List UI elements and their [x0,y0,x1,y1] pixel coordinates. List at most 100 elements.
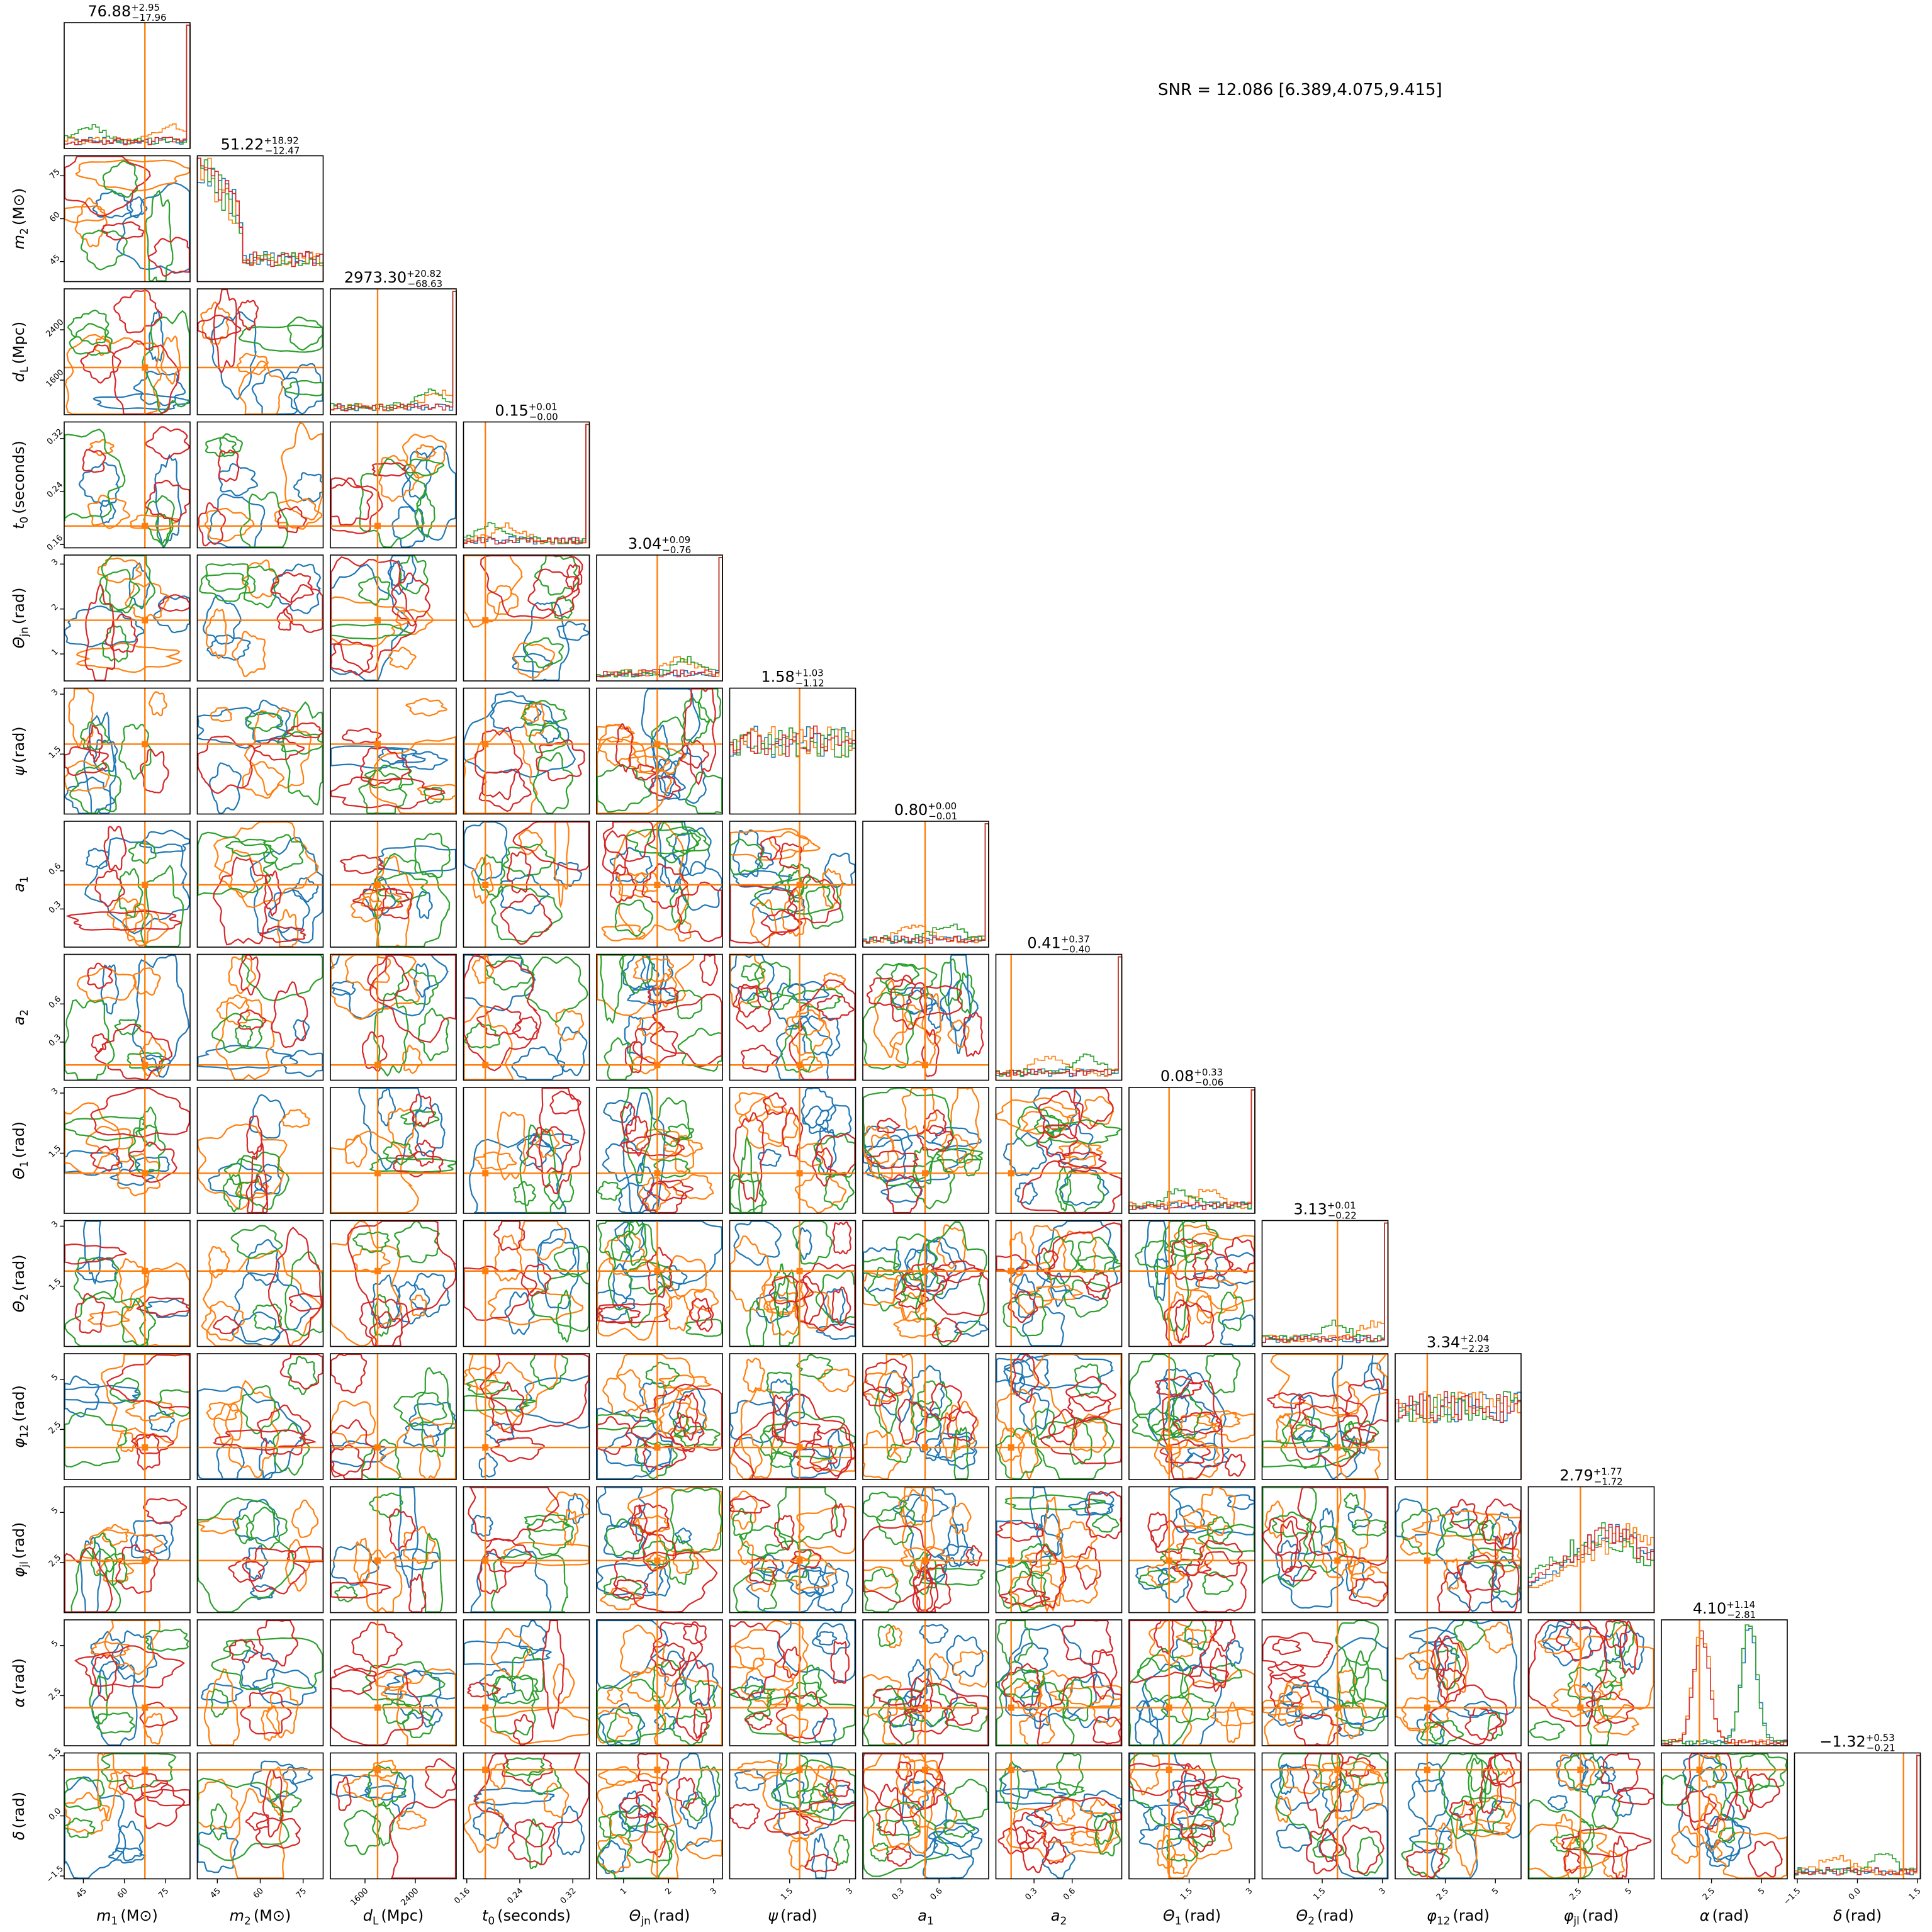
contour-line [613,1551,718,1613]
contour-line [242,559,278,599]
contour-line [111,340,180,415]
contour-line [1706,1813,1744,1863]
contour-line [862,1386,897,1407]
posterior-title: 0.08+0.33 −0.06 [1160,1067,1223,1088]
contour-line [493,1674,540,1705]
contour-line [206,634,251,661]
contour-line [1042,1839,1076,1879]
contour-line [1435,1647,1463,1691]
contour-line [69,762,122,814]
contour-line [877,1118,901,1133]
contour-line [359,1298,411,1347]
contour-line [330,477,374,526]
contour-line [996,1254,1030,1274]
contour-line [670,1487,723,1554]
contour-line [1436,1668,1466,1704]
contour-line [64,1116,148,1142]
contour-line [1063,1279,1109,1318]
contour-line [116,1153,161,1197]
panel-frame [330,1619,457,1746]
panel-frame [64,554,191,682]
contour-line [812,1765,838,1801]
contour-line [744,1712,773,1731]
contour-line [393,1150,445,1177]
contour-line [1696,1802,1726,1851]
contour-line [740,1657,794,1709]
contour-line [1138,1824,1182,1850]
contour-line [653,1158,691,1179]
contour-line [1319,1828,1338,1863]
contour-line [477,854,506,897]
histogram-series [1395,1391,1522,1480]
contour-line [615,722,633,773]
contour-line [729,1400,789,1444]
contour-line [1478,1519,1495,1542]
panel-frame [463,821,590,948]
contour-line [219,433,243,458]
contour-line [685,1837,723,1860]
panel-frame [862,1353,989,1480]
panel-frame [995,1220,1123,1347]
contour-line [92,1654,118,1702]
contour-line [950,1087,980,1164]
contour-line [781,1106,804,1158]
contour-line [1070,1830,1101,1846]
contour-line [284,1251,323,1337]
contour-line [286,722,323,739]
contour-line [1181,1669,1255,1746]
contour-line [217,449,240,483]
contour-line [1331,1381,1360,1418]
contour-line [1556,1619,1607,1662]
contour-line [199,563,256,602]
contour-line [754,961,791,1003]
contour-line [651,716,685,756]
contour-line [1483,1621,1514,1654]
contour-line [1340,1427,1378,1446]
contour-line [896,1753,916,1799]
contour-line [624,1041,643,1074]
contour-line [87,725,103,763]
contour-line [1019,1711,1055,1746]
contour-line [1357,1764,1384,1812]
contour-line [940,1412,959,1459]
contour-line [780,1025,816,1073]
contour-line [1612,1835,1629,1879]
contour-line [1022,1306,1065,1347]
truth-marker [482,1444,489,1451]
contour-line [645,1361,681,1388]
contour-line [103,826,127,871]
contour-line [256,1619,299,1667]
contour-line [683,688,717,786]
contour-line [614,1220,723,1284]
contour-line [1617,1787,1654,1806]
contour-line [485,1537,532,1573]
contour-line [128,1141,178,1183]
contour-line [823,972,846,990]
contour-line [665,1295,693,1332]
contour-line [142,310,191,415]
contour-line [729,1495,772,1514]
panel-frame [995,1087,1123,1214]
contour-line [1025,1809,1053,1828]
contour-line [1447,1562,1501,1612]
contour-line [1603,1632,1621,1663]
contour-line [596,1416,632,1456]
panel-frame [596,1087,723,1214]
contour-line [943,1819,976,1838]
panel-frame [729,953,856,1081]
contour-panel [196,554,324,682]
contour-line [266,1686,299,1739]
contour-panel [330,1220,457,1347]
truth-marker [374,1766,381,1773]
contour-line [743,1357,765,1393]
contour-line [1486,1800,1522,1839]
y-tick-label: 1.5 [47,1143,63,1159]
contour-line [74,1293,106,1334]
contour-line [388,1508,417,1551]
contour-line [335,1776,352,1812]
contour-line [690,1680,716,1716]
contour-line [1194,1775,1244,1802]
panel-frame [596,953,723,1081]
contour-line [965,1544,983,1567]
panel-frame [1261,1220,1389,1347]
